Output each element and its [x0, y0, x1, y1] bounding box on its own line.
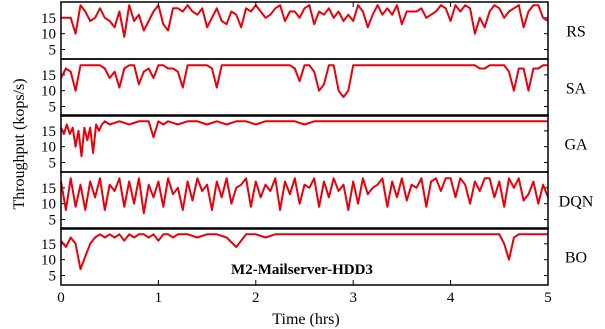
panel-frame [60, 171, 549, 230]
panel-label-sa: SA [566, 81, 587, 98]
y-tick-label: 5 [49, 213, 57, 229]
y-tick-label: 10 [41, 84, 56, 100]
y-tick-label: 15 [41, 181, 56, 197]
panel-frame [60, 227, 549, 286]
y-tick-label: 10 [41, 253, 56, 269]
y-tick-label: 5 [49, 156, 57, 172]
series-line-rs [61, 4, 549, 38]
x-tick-label: 5 [544, 290, 552, 306]
panel-label-dqn: DQN [559, 194, 594, 211]
y-tick-label: 15 [41, 124, 56, 140]
chart-title: M2-Mailserver-HDD3 [231, 262, 373, 278]
y-tick-label: 15 [41, 237, 56, 253]
y-tick-label: 15 [41, 68, 56, 84]
panel-frame [60, 58, 549, 117]
y-tick-label: 5 [49, 269, 57, 285]
y-axis-label: Throughput (kops/s) [11, 78, 28, 209]
series-line-bo [60, 233, 548, 271]
x-axis: 0 1 2 3 4 5 [57, 2, 552, 306]
panel-label-bo: BO [565, 250, 587, 267]
series-line-ga [60, 120, 548, 158]
x-axis-label: Time (hrs) [272, 311, 339, 328]
x-tick-label: 1 [155, 290, 163, 306]
x-tick-label: 0 [57, 290, 65, 306]
x-tick-label: 4 [447, 290, 455, 306]
x-tick-label: 3 [349, 290, 357, 306]
y-tick-label: 15 [41, 11, 56, 27]
x-tick-label: 2 [252, 290, 260, 306]
y-tick-label: 5 [49, 100, 57, 116]
panel-label-rs: RS [566, 24, 586, 41]
y-tick-label: 10 [41, 197, 56, 213]
y-tick-label: 5 [49, 43, 57, 59]
y-tick-label: 10 [41, 140, 56, 156]
series-line-sa [60, 64, 548, 98]
series-line-dqn [60, 177, 549, 215]
panel-label-ga: GA [564, 137, 588, 154]
y-tick-label: 10 [41, 27, 56, 43]
